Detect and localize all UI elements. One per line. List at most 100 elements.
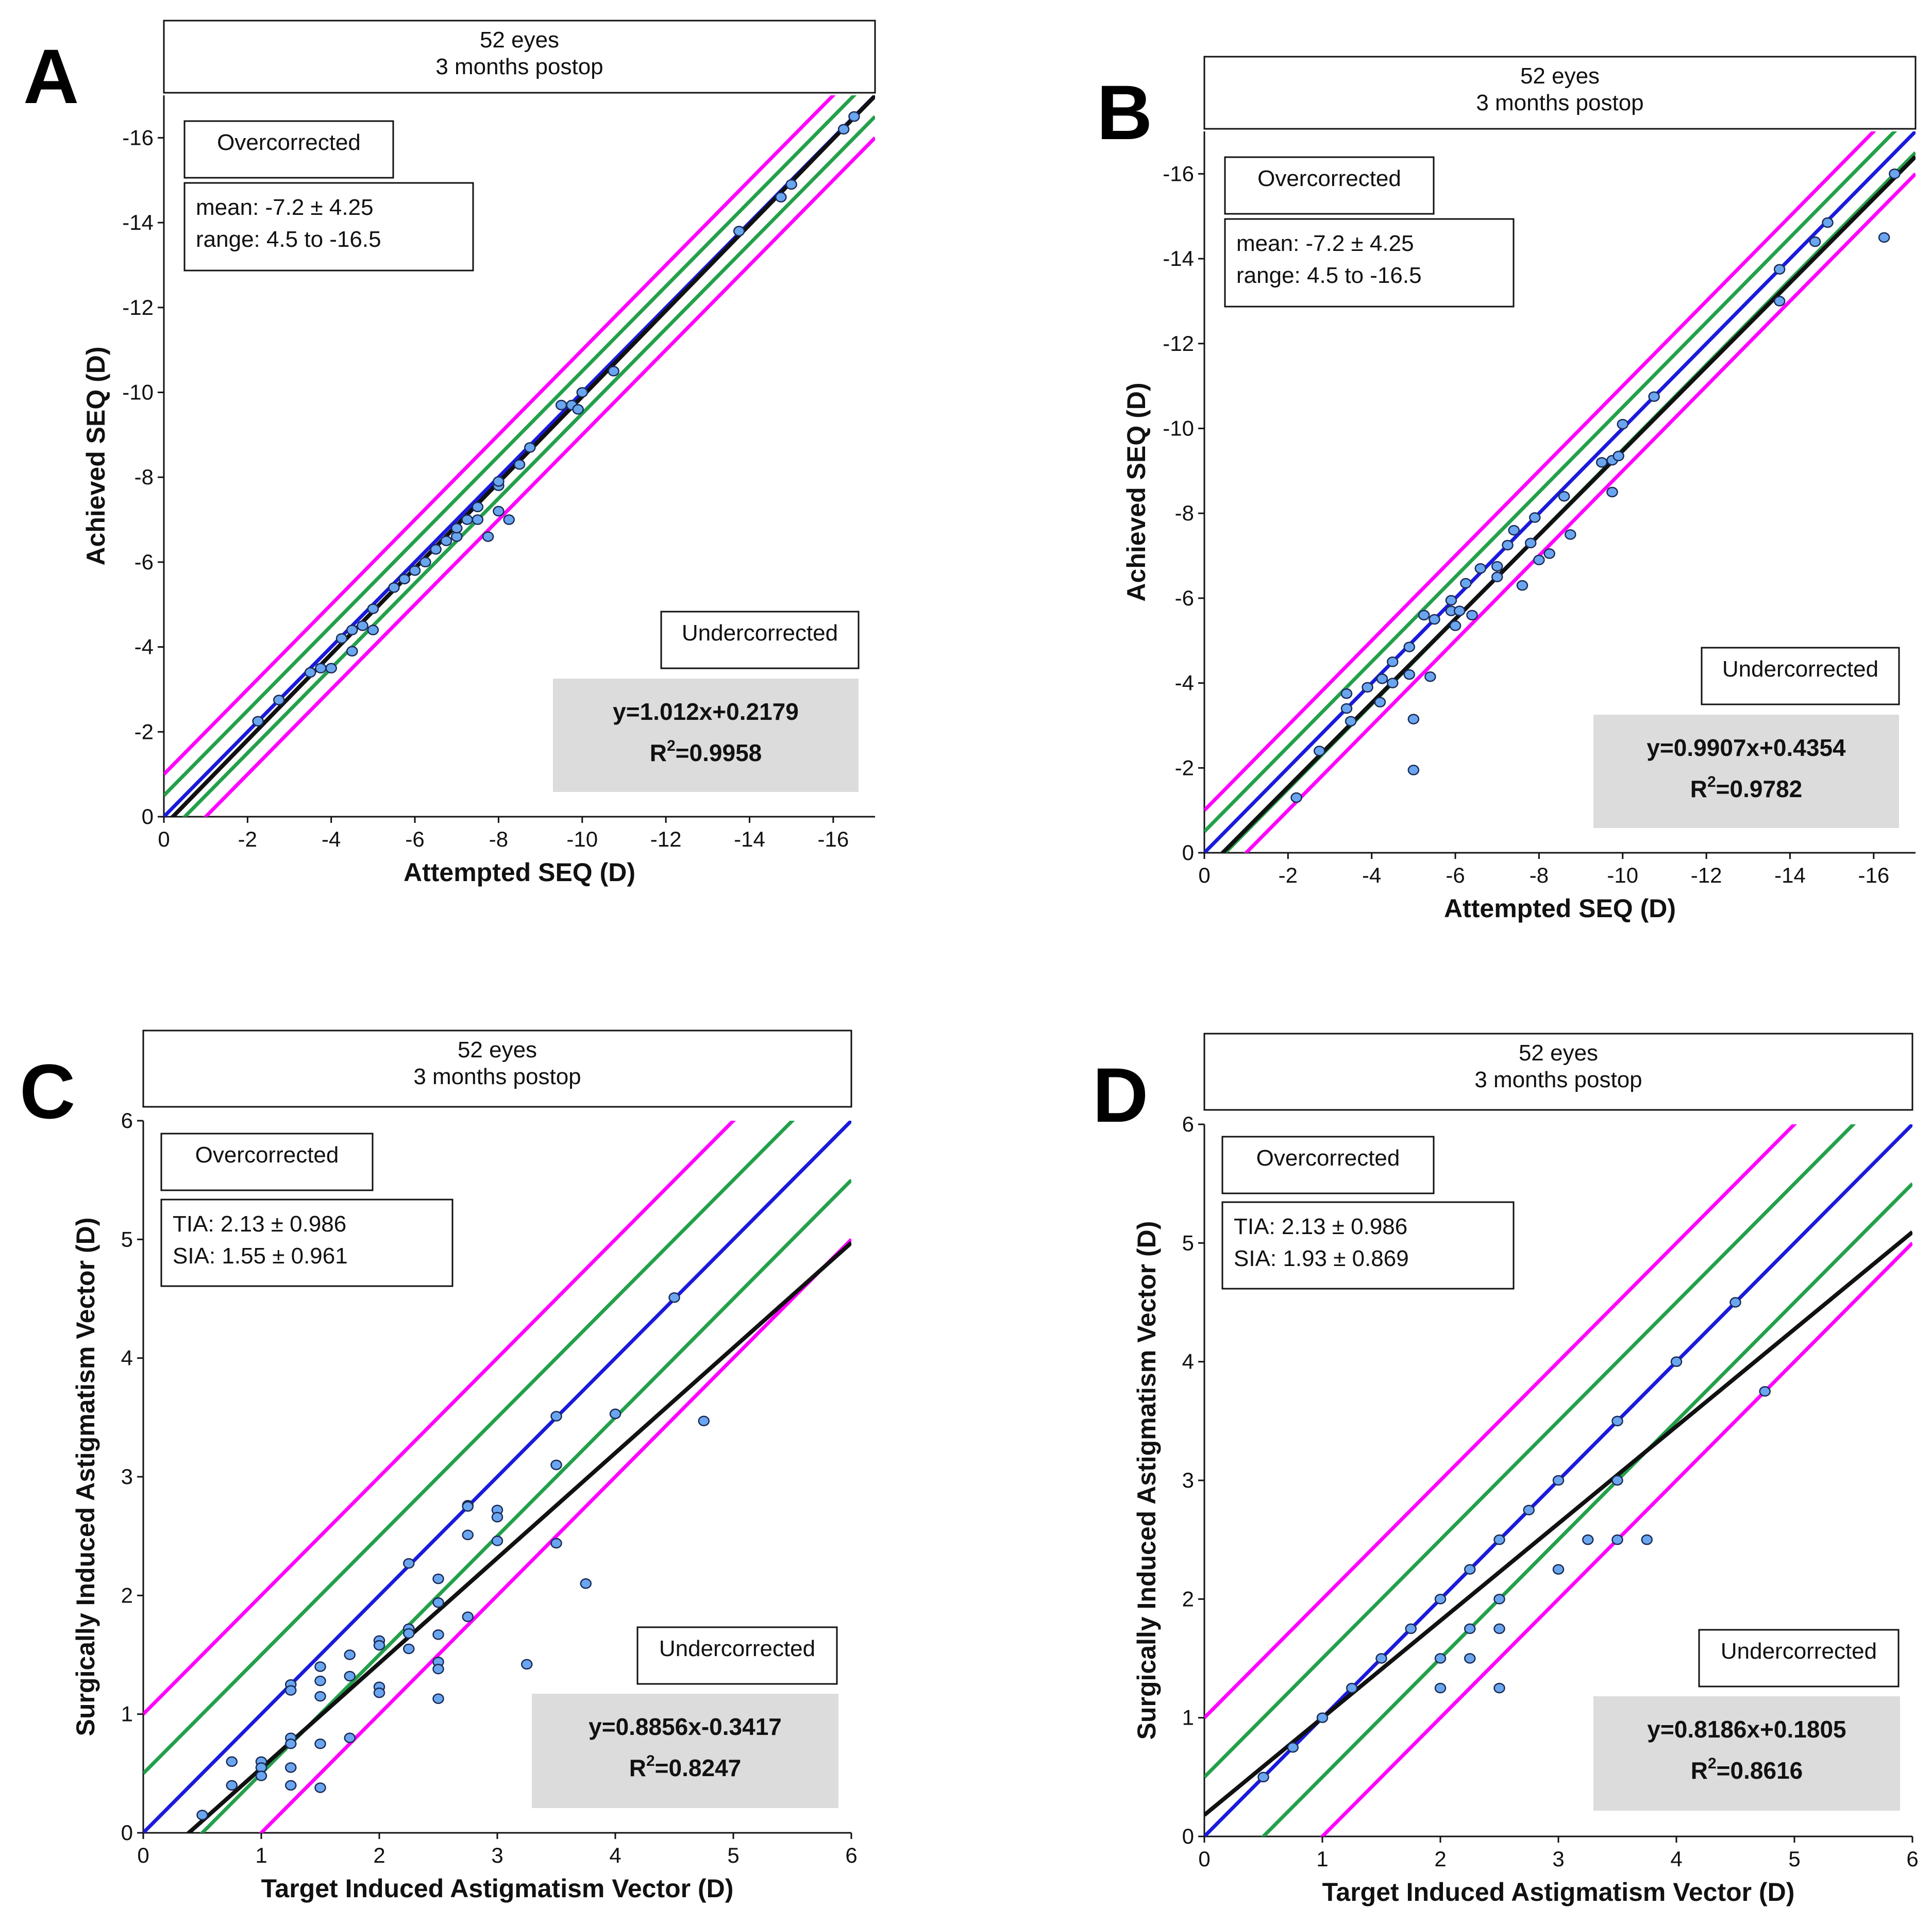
title-line: 3 months postop [1474,1067,1642,1092]
data-point [388,582,400,593]
data-points [196,1292,710,1820]
data-point [1670,1356,1683,1367]
data-point [1502,539,1514,551]
data-point [461,514,473,525]
data-point [491,1512,503,1523]
data-point [503,514,515,525]
data-point [1493,1534,1505,1545]
r-squared: R2=0.9958 [650,737,762,766]
x-tick-label: 1 [1316,1847,1328,1871]
y-tick-label: 6 [121,1108,133,1133]
fit-box [553,679,859,792]
data-point [314,1782,326,1793]
identity-line [1204,131,1916,853]
data-point [580,1578,592,1589]
r-squared: R2=0.8616 [1691,1755,1803,1784]
data-point [1543,548,1555,559]
y-tick-label: 1 [121,1702,133,1726]
data-point [1405,1623,1417,1634]
data-point [775,192,787,203]
x-tick-label: 3 [491,1843,503,1867]
fit-equation: y=0.9907x+0.4354 [1647,734,1846,761]
stats-box [183,182,474,272]
data-point [1552,1564,1565,1575]
data-point [285,1685,297,1696]
data-point [1287,1742,1299,1753]
overcorrected-box [160,1133,374,1191]
data-point [1533,554,1545,566]
data-point [1641,1534,1653,1545]
data-point [462,1501,474,1512]
undercorrected-box [1698,1629,1900,1688]
x-tick-label: 2 [373,1843,385,1867]
x-tick-label: -4 [1362,863,1381,887]
data-point [196,1810,208,1820]
undercorrected-label: Undercorrected [659,1636,815,1661]
y-tick-label: -6 [1175,586,1194,610]
data-point [572,404,584,415]
data-point [521,1659,533,1670]
title-line: 52 eyes [1519,1040,1598,1066]
data-point [1612,450,1624,462]
data-point [698,1415,710,1426]
y-tick-label: 4 [121,1346,133,1370]
data-point [609,1408,621,1420]
data-point [1340,703,1353,714]
x-tick-label: -14 [1774,863,1806,887]
data-point [1424,671,1436,682]
data-point [1611,1534,1623,1545]
data-point [1508,525,1520,536]
reference-line [164,95,836,776]
x-tick-label: -8 [1530,863,1549,887]
y-tick-label: 3 [1182,1468,1194,1492]
data-point [1759,1386,1771,1397]
data-point [373,1640,385,1651]
data-point [555,399,567,411]
x-tick-label: -14 [734,827,765,851]
data-point [668,1292,680,1303]
stats-line: TIA: 2.13 ± 0.986 [173,1211,346,1237]
x-axis-label: Attempted SEQ (D) [404,858,635,887]
data-point [1493,1594,1505,1605]
data-point [373,1687,385,1698]
y-tick-label: -8 [135,465,154,489]
reference-line [1204,1124,1856,1779]
data-point [304,667,316,678]
x-tick-label: 4 [1670,1847,1682,1871]
data-point [1434,1594,1447,1605]
fit-equation: y=0.8856x-0.3417 [589,1713,782,1740]
data-point [1529,512,1541,523]
y-axis-label: Achieved SEQ (D) [81,346,110,565]
y-tick-label: -16 [122,125,154,149]
y-tick-label: 0 [1182,840,1194,865]
y-tick-label: 5 [1182,1230,1194,1255]
data-point [1809,236,1821,247]
data-point [1464,1564,1476,1575]
overcorrected-box [183,120,394,179]
data-point [344,1732,356,1743]
reference-line [164,95,857,797]
data-point [367,625,379,635]
data-point [1558,491,1570,502]
data-point [252,716,264,727]
data-point [1611,1475,1623,1486]
reference-line [1320,1241,1912,1836]
data-point [1552,1475,1565,1486]
y-tick-label: -14 [122,210,154,234]
title-line: 52 eyes [458,1037,537,1062]
y-tick-label: 0 [142,804,154,829]
panel-letter: A [23,33,79,120]
data-point [550,1459,562,1471]
r-squared-value: =0.8247 [655,1755,742,1781]
x-axis-label: Attempted SEQ (D) [1444,894,1676,923]
data-point [403,1643,415,1655]
y-tick-label: 6 [1182,1112,1194,1136]
x-axis-label: Target Induced Astigmatism Vector (D) [1322,1878,1795,1907]
data-point [1407,714,1420,724]
data-point [1466,610,1478,621]
r-squared-value: =0.8616 [1717,1757,1803,1784]
data-point [440,535,452,546]
r-squared-value: =0.9958 [676,739,762,766]
stats-line: mean: -7.2 ± 4.25 [196,195,374,220]
